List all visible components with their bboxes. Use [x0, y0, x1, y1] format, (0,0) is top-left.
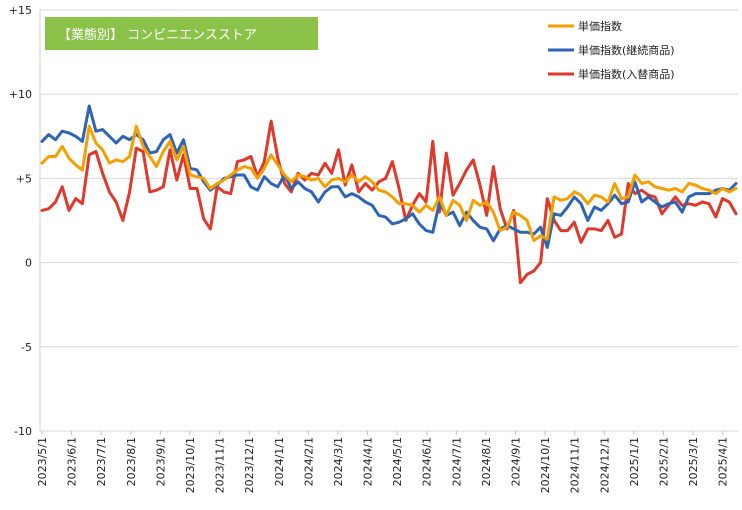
x-tick-label: 2024/9/1 [510, 437, 523, 486]
series-lines [40, 104, 738, 285]
x-tick-label: 2023/5/1 [36, 437, 49, 486]
x-tick-label: 2024/5/1 [391, 437, 404, 486]
x-tick-label: 2024/4/1 [362, 437, 375, 486]
y-tick-labels: +15 +10 +5 0 -5 -10 [9, 4, 32, 438]
y-tick-label: -5 [21, 341, 32, 354]
x-tick-label: 2024/6/1 [421, 437, 434, 486]
x-tick-label: 2024/8/1 [480, 437, 493, 486]
y-tick-label: 0 [25, 257, 32, 270]
y-tick-label: -10 [14, 425, 32, 438]
chart-title: 【業態別】 コンビニエンスストア [58, 27, 257, 43]
x-tick-label: 2024/7/1 [450, 437, 463, 486]
x-tick-label: 2025/2/1 [657, 437, 670, 486]
x-tick-label: 2025/1/1 [628, 437, 641, 486]
x-tick-label: 2023/11/1 [214, 437, 227, 493]
x-tick-label: 2023/10/1 [184, 437, 197, 493]
legend-label: 単価指数 [578, 19, 622, 33]
chart-title-background [45, 17, 318, 50]
grid [40, 9, 738, 432]
series-line-2 [40, 104, 738, 249]
x-tick-label: 2023/6/1 [66, 437, 79, 486]
legend-label: 単価指数(継続商品) [578, 43, 675, 57]
chart-title-box: 【業態別】 コンビニエンスストア [45, 17, 318, 50]
series-line-1 [40, 124, 738, 243]
x-tick-label: 2025/4/1 [717, 437, 730, 486]
x-tick-label: 2024/10/1 [539, 437, 552, 493]
series-line-3 [40, 119, 738, 285]
x-tick-label: 2024/2/1 [302, 437, 315, 486]
x-tick-label: 2024/1/1 [273, 437, 286, 486]
x-tick-label: 2024/11/1 [569, 437, 582, 493]
legend-label: 単価指数(入替商品) [578, 67, 675, 81]
x-tick-label: 2025/3/1 [687, 437, 700, 486]
y-tick-label: +15 [9, 4, 32, 17]
x-tick-label: 2023/8/1 [125, 437, 138, 486]
y-tick-label: +10 [9, 88, 32, 101]
x-tick-label: 2024/3/1 [332, 437, 345, 486]
x-tick-label: 2023/12/1 [243, 437, 256, 493]
x-tick-labels: 2023/5/1 2023/6/1 2023/7/1 2023/8/1 2023/9/1… [36, 431, 730, 493]
x-tick-label: 2023/7/1 [95, 437, 108, 486]
x-tick-label: 2024/12/1 [598, 437, 611, 493]
x-tick-label: 2023/9/1 [154, 437, 167, 486]
y-tick-label: +5 [16, 172, 32, 185]
